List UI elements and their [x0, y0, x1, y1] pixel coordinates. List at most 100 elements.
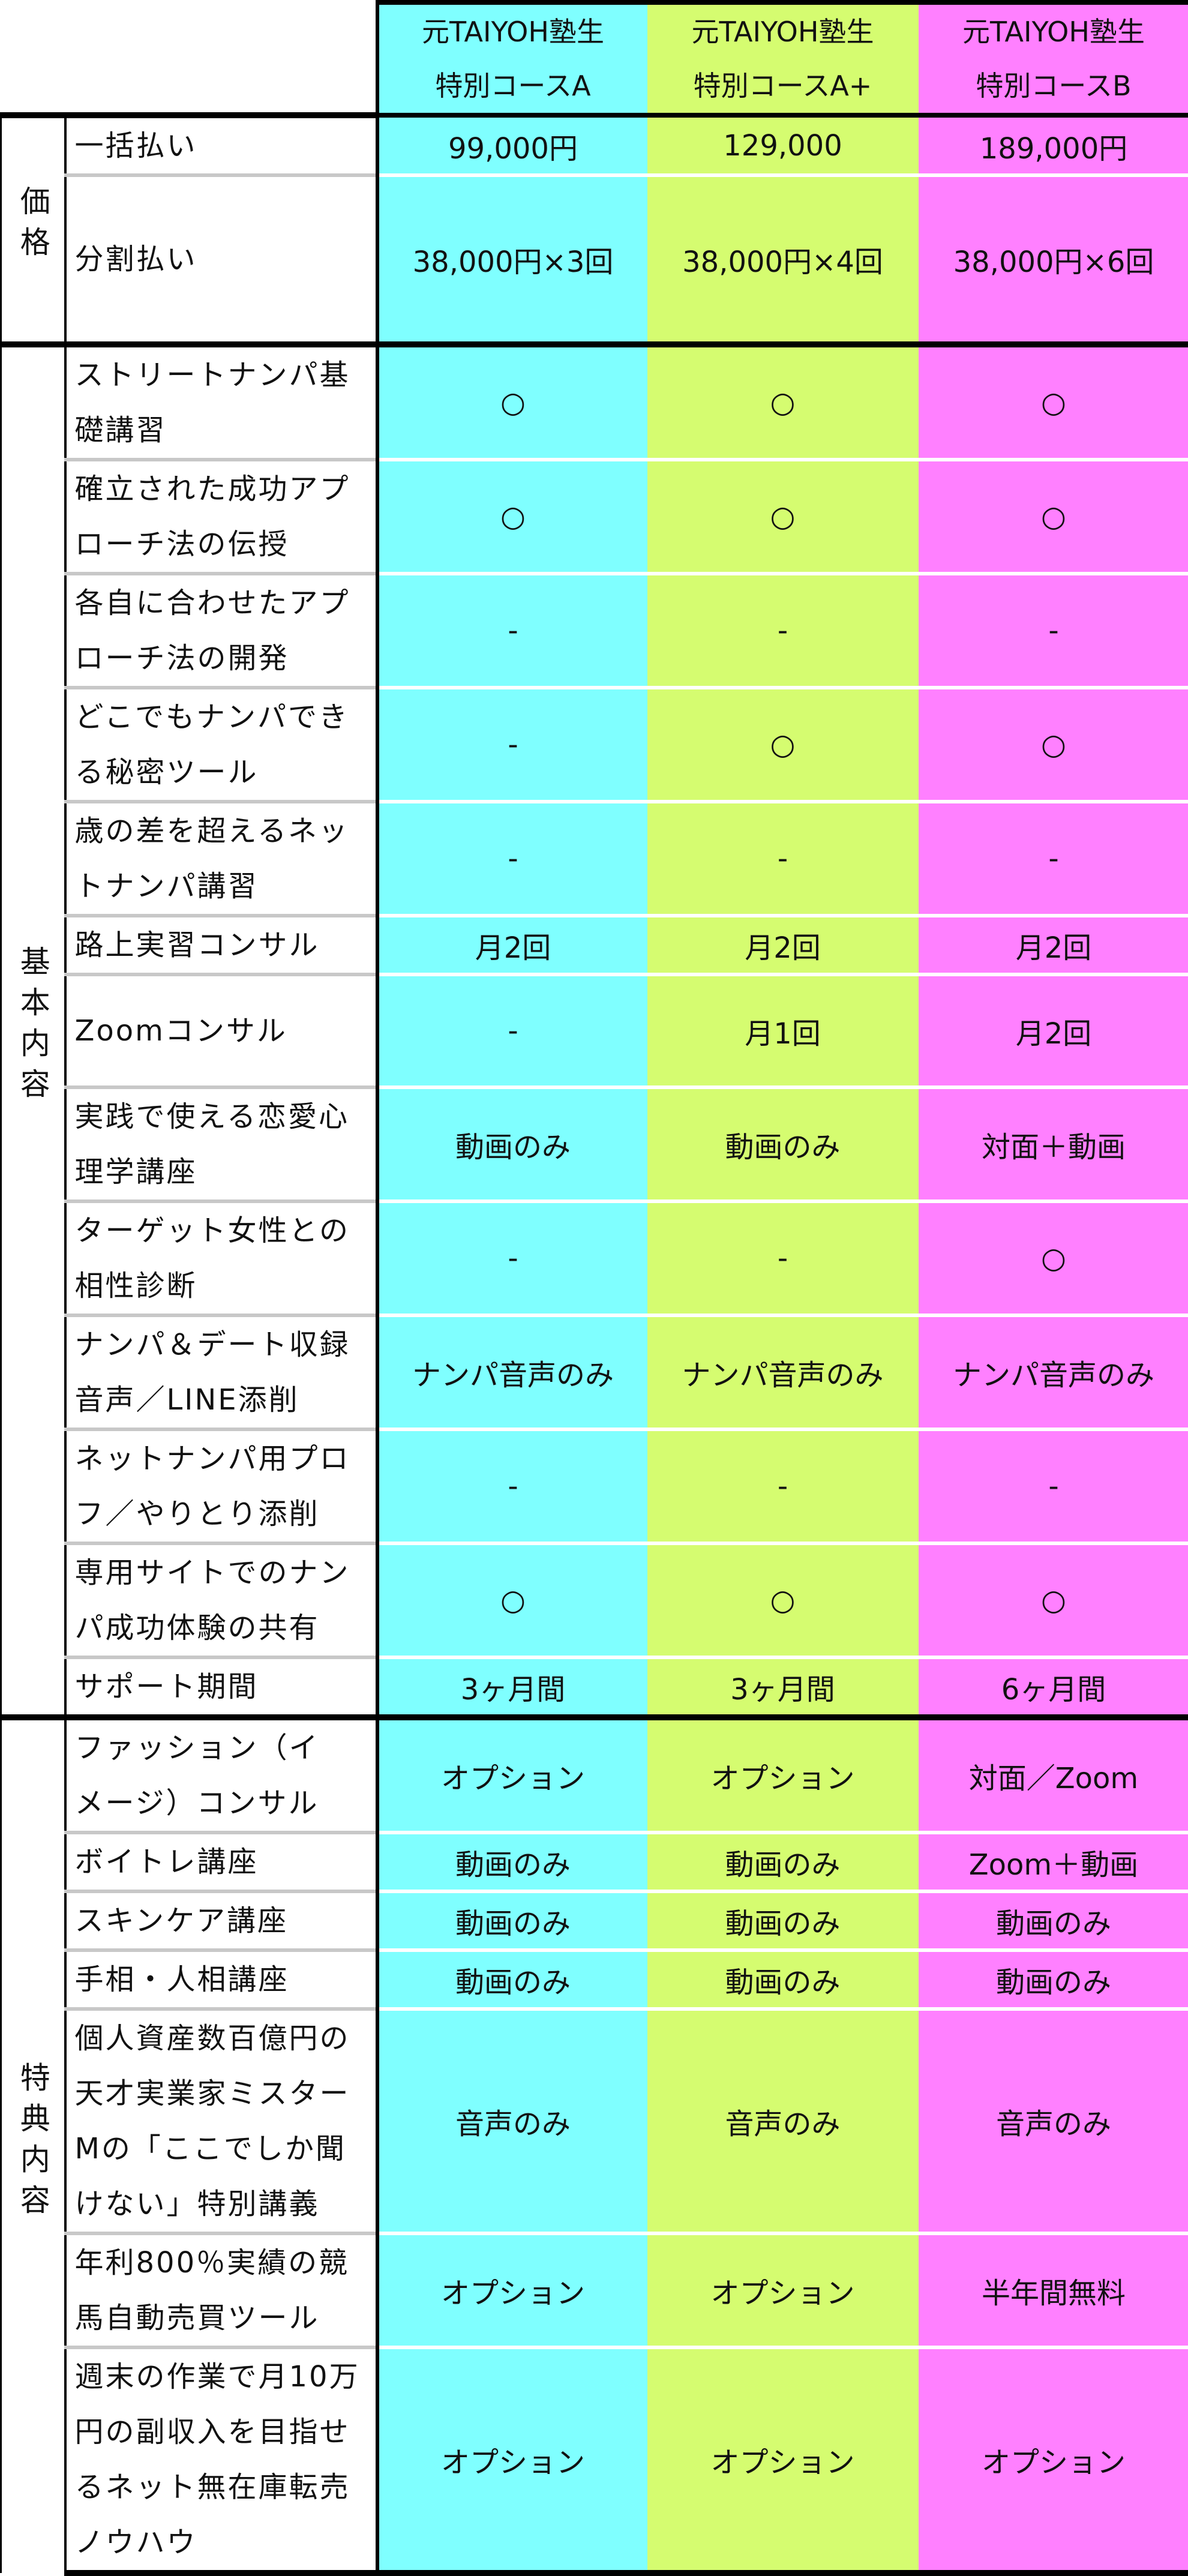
- row-label: 週末の作業で月10万 円の副収入を目指せ るネット無在庫転売 ノウハウ: [65, 2347, 377, 2573]
- header-blank-cell: [1, 2, 377, 115]
- value-cell: オプション: [647, 2347, 919, 2573]
- value-cell: Zoom＋動画: [919, 1833, 1188, 1891]
- value-cell: オプション: [377, 1717, 647, 1833]
- value-cell: 月2回: [647, 916, 919, 974]
- value-cell: ○: [647, 460, 919, 574]
- value-cell: ○: [919, 688, 1188, 802]
- row-label: 専用サイトでのナン パ成功体験の共有: [65, 1543, 377, 1657]
- row-label: 一括払い: [65, 115, 377, 175]
- value-cell: -: [377, 688, 647, 802]
- table-row: 個人資産数百億円の 天才実業家ミスター Mの「ここでしか聞 けない」特別講義音声…: [1, 2009, 1188, 2233]
- row-label: ストリートナンパ基 礎講習: [65, 344, 377, 460]
- value-cell: -: [647, 1201, 919, 1315]
- table-row: 実践で使える恋愛心 理学講座動画のみ動画のみ対面＋動画: [1, 1087, 1188, 1201]
- value-cell: オプション: [377, 2347, 647, 2573]
- value-cell: -: [647, 802, 919, 916]
- row-label: 歳の差を超えるネッ トナンパ講習: [65, 802, 377, 916]
- row-label: 実践で使える恋愛心 理学講座: [65, 1087, 377, 1201]
- row-label: 年利800％実績の競 馬自動売買ツール: [65, 2233, 377, 2347]
- row-label: どこでもナンパでき る秘密ツール: [65, 688, 377, 802]
- table-row: 歳の差を超えるネッ トナンパ講習---: [1, 802, 1188, 916]
- value-cell: オプション: [919, 2347, 1188, 2573]
- section-label: 基本内容: [1, 344, 65, 1717]
- value-cell: 音声のみ: [647, 2009, 919, 2233]
- value-cell: 38,000円×6回: [919, 175, 1188, 344]
- value-cell: -: [919, 802, 1188, 916]
- value-cell: 動画のみ: [377, 1087, 647, 1201]
- row-label: 分割払い: [65, 175, 377, 344]
- value-cell: 99,000円: [377, 115, 647, 175]
- section-label-text: 基本内容: [11, 946, 55, 1109]
- value-cell: 月2回: [377, 916, 647, 974]
- row-label: ターゲット女性との 相性診断: [65, 1201, 377, 1315]
- value-cell: -: [647, 1429, 919, 1543]
- table-row: 手相・人相講座動画のみ動画のみ動画のみ: [1, 1950, 1188, 2009]
- row-label: 個人資産数百億円の 天才実業家ミスター Mの「ここでしか聞 けない」特別講義: [65, 2009, 377, 2233]
- row-label: ネットナンパ用プロ フ／やりとり添削: [65, 1429, 377, 1543]
- row-label: Zoomコンサル: [65, 974, 377, 1087]
- table-row: 専用サイトでのナン パ成功体験の共有○○○: [1, 1543, 1188, 1657]
- table-row: 各自に合わせたアプ ローチ法の開発---: [1, 574, 1188, 688]
- value-cell: 動画のみ: [377, 1950, 647, 2009]
- table-row: Zoomコンサル-月1回月2回: [1, 974, 1188, 1087]
- value-cell: ナンパ音声のみ: [377, 1315, 647, 1429]
- value-cell: 音声のみ: [377, 2009, 647, 2233]
- table-row: 特典内容ファッション（イ メージ）コンサルオプションオプション対面／Zoom: [1, 1717, 1188, 1833]
- table-row: ターゲット女性との 相性診断--○: [1, 1201, 1188, 1315]
- value-cell: 動画のみ: [647, 1891, 919, 1950]
- row-label: ボイトレ講座: [65, 1833, 377, 1891]
- value-cell: ○: [377, 344, 647, 460]
- value-cell: 129,000: [647, 115, 919, 175]
- column-header-course-b: 元TAIYOH塾生 特別コースB: [919, 2, 1188, 115]
- value-cell: 対面＋動画: [919, 1087, 1188, 1201]
- value-cell: 3ヶ月間: [377, 1657, 647, 1717]
- table-row: 年利800％実績の競 馬自動売買ツールオプションオプション半年間無料: [1, 2233, 1188, 2347]
- value-cell: 月2回: [919, 916, 1188, 974]
- value-cell: ○: [919, 344, 1188, 460]
- value-cell: 38,000円×4回: [647, 175, 919, 344]
- section-label-text: 特典内容: [11, 2062, 55, 2225]
- value-cell: 月1回: [647, 974, 919, 1087]
- value-cell: 189,000円: [919, 115, 1188, 175]
- value-cell: -: [647, 574, 919, 688]
- row-label: 各自に合わせたアプ ローチ法の開発: [65, 574, 377, 688]
- value-cell: ○: [647, 344, 919, 460]
- value-cell: ○: [647, 1543, 919, 1657]
- value-cell: -: [377, 574, 647, 688]
- value-cell: 音声のみ: [919, 2009, 1188, 2233]
- table-row: 確立された成功アプ ローチ法の伝授○○○: [1, 460, 1188, 574]
- table-row: スキンケア講座動画のみ動画のみ動画のみ: [1, 1891, 1188, 1950]
- row-label: 確立された成功アプ ローチ法の伝授: [65, 460, 377, 574]
- value-cell: 対面／Zoom: [919, 1717, 1188, 1833]
- value-cell: 半年間無料: [919, 2233, 1188, 2347]
- table-row: 基本内容ストリートナンパ基 礎講習○○○: [1, 344, 1188, 460]
- value-cell: 6ヶ月間: [919, 1657, 1188, 1717]
- table-row: 路上実習コンサル月2回月2回月2回: [1, 916, 1188, 974]
- value-cell: 動画のみ: [919, 1950, 1188, 2009]
- value-cell: -: [919, 574, 1188, 688]
- table-row: ネットナンパ用プロ フ／やりとり添削---: [1, 1429, 1188, 1543]
- section-label-text: 価格: [11, 185, 55, 267]
- value-cell: -: [377, 802, 647, 916]
- table-row: 週末の作業で月10万 円の副収入を目指せ るネット無在庫転売 ノウハウオプション…: [1, 2347, 1188, 2573]
- value-cell: オプション: [647, 1717, 919, 1833]
- value-cell: 動画のみ: [647, 1950, 919, 2009]
- value-cell: ナンパ音声のみ: [647, 1315, 919, 1429]
- table-row: ナンパ＆デート収録 音声／LINE添削ナンパ音声のみナンパ音声のみナンパ音声のみ: [1, 1315, 1188, 1429]
- table-row: どこでもナンパでき る秘密ツール-○○: [1, 688, 1188, 802]
- column-header-course-a-plus: 元TAIYOH塾生 特別コースA+: [647, 2, 919, 115]
- value-cell: 動画のみ: [647, 1087, 919, 1201]
- row-label: 手相・人相講座: [65, 1950, 377, 2009]
- value-cell: 動画のみ: [647, 1833, 919, 1891]
- value-cell: 月2回: [919, 974, 1188, 1087]
- value-cell: -: [377, 974, 647, 1087]
- column-header-course-a: 元TAIYOH塾生 特別コースA: [377, 2, 647, 115]
- row-label: ナンパ＆デート収録 音声／LINE添削: [65, 1315, 377, 1429]
- value-cell: 動画のみ: [919, 1891, 1188, 1950]
- value-cell: ○: [919, 1543, 1188, 1657]
- value-cell: -: [377, 1201, 647, 1315]
